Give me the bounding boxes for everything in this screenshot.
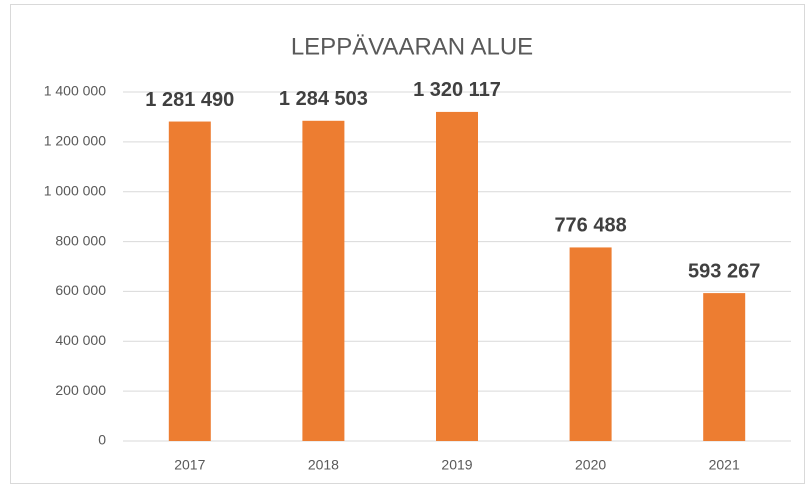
data-label: 1 284 503: [279, 88, 368, 110]
y-tick-label: 200 000: [55, 382, 106, 398]
y-tick-label: 1 200 000: [44, 133, 106, 149]
data-label: 1 281 490: [145, 89, 234, 111]
data-label: 1 320 117: [413, 79, 501, 101]
y-tick-label: 1 000 000: [44, 182, 106, 198]
data-label: 593 267: [688, 260, 760, 282]
bar: [436, 111, 478, 441]
x-tick-label: 2019: [441, 457, 472, 473]
bar: [703, 293, 746, 441]
y-tick-label: 1 400 000: [44, 83, 106, 99]
bar: [302, 120, 345, 442]
y-tick-label: 0: [98, 432, 106, 448]
chart-frame: [10, 4, 805, 484]
y-tick-label: 400 000: [55, 332, 106, 348]
bar: [168, 121, 211, 441]
x-tick-label: 2018: [308, 457, 339, 473]
y-tick-label: 600 000: [55, 282, 106, 298]
bar: [569, 247, 612, 441]
x-tick-label: 2020: [575, 457, 606, 473]
chart-title: LEPPÄVAARAN ALUE: [291, 33, 533, 60]
data-label: 776 488: [554, 215, 626, 237]
x-tick-label: 2017: [174, 457, 205, 473]
x-tick-label: 2021: [709, 457, 740, 473]
y-tick-label: 800 000: [55, 232, 106, 248]
